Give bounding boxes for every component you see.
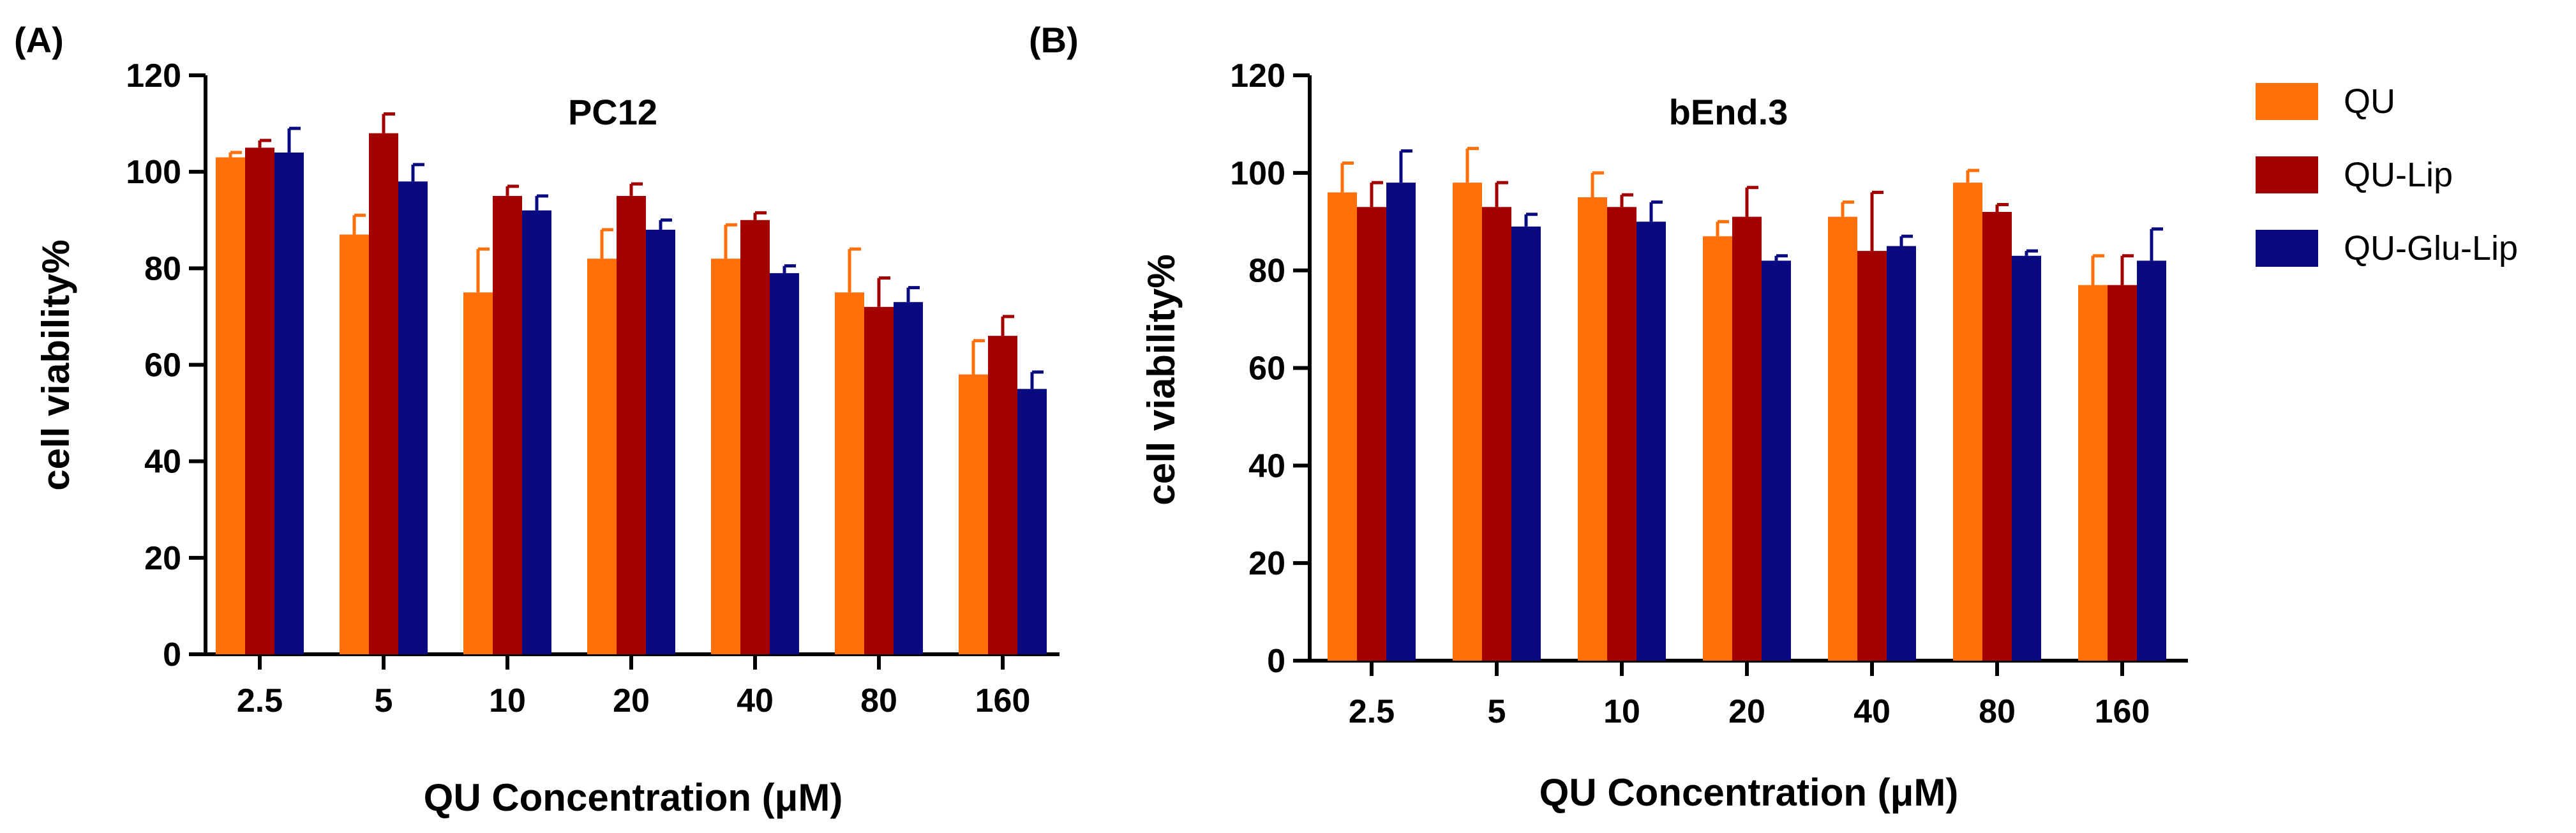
chart-b-x-axis-label: QU Concentration (μM)	[1539, 771, 1959, 814]
chart-a-bars	[216, 112, 1047, 655]
bar-qu-glu-lip-80	[2012, 255, 2041, 661]
legend-label: QU-Glu-Lip	[2344, 229, 2518, 267]
legend-swatch-qu	[2256, 83, 2318, 120]
legend-swatch-qu-glu-lip	[2256, 230, 2318, 267]
bar-qu-5	[340, 234, 369, 654]
bar-qu-160	[2078, 285, 2108, 661]
x-tick-label: 10	[1603, 693, 1640, 730]
x-tick-label: 40	[737, 682, 774, 719]
x-tick-label: 80	[860, 682, 897, 719]
bar-qu-glu-lip-5	[398, 181, 428, 654]
chart-a-y-ticks: 0 20 40 60 80 100 120	[126, 57, 206, 673]
x-tick-label: 10	[489, 682, 526, 719]
bar-qu-lip-20	[617, 195, 646, 654]
bar-qu-lip-2_5	[245, 147, 274, 654]
bar-qu-2_5	[216, 157, 245, 654]
bar-qu-lip-80	[864, 306, 894, 654]
y-tick-label: 120	[126, 57, 181, 94]
bar-qu-glu-lip-160	[1017, 389, 1047, 654]
x-tick-label: 40	[1853, 693, 1891, 730]
x-tick-label: 20	[1728, 693, 1765, 730]
y-tick-label: 80	[144, 250, 181, 287]
chart-legend: QU QU-Lip QU-Glu-Lip	[2256, 82, 2518, 267]
bar-qu-glu-lip-40	[770, 273, 799, 654]
bar-qu-lip-5	[1482, 207, 1511, 661]
y-tick-label: 0	[163, 636, 181, 673]
y-tick-label: 120	[1230, 57, 1285, 94]
x-tick-label: 2.5	[237, 682, 283, 719]
bar-qu-glu-lip-10	[1636, 221, 1666, 661]
x-tick-label: 80	[1979, 693, 2016, 730]
y-tick-label: 0	[1267, 643, 1285, 680]
bar-qu-glu-lip-10	[522, 210, 551, 655]
chart-a-x-ticks: 2.5 5 10 20 40 80 160	[237, 654, 1031, 719]
legend-label: QU	[2344, 82, 2395, 121]
y-tick-label: 60	[1248, 350, 1285, 387]
x-tick-label: 5	[1488, 693, 1506, 730]
bar-qu-10	[463, 292, 493, 654]
bar-qu-20	[1703, 236, 1732, 661]
bar-qu-10	[1578, 197, 1607, 661]
x-tick-label: 160	[975, 682, 1031, 719]
y-tick-label: 80	[1248, 253, 1285, 290]
chart-panel-b: (B) bEnd.3 0 20 40 60 80 100 120 2.5 5 10 20 40 80 1…	[1029, 20, 2188, 814]
y-tick-label: 20	[144, 540, 181, 577]
x-tick-label: 160	[2095, 693, 2150, 730]
bar-qu-lip-160	[2108, 285, 2137, 661]
bar-qu-lip-10	[1607, 207, 1636, 661]
bar-qu-160	[959, 374, 988, 654]
panel-label-b: (B)	[1029, 20, 1079, 60]
bar-qu-lip-5	[369, 133, 398, 654]
chart-a-y-axis: 0 20 40 60 80 100 120	[126, 57, 207, 673]
bar-qu-40	[711, 259, 740, 654]
y-tick-label: 40	[1248, 447, 1285, 484]
bar-qu-lip-20	[1732, 216, 1762, 661]
bar-qu-80	[835, 292, 864, 654]
y-tick-label: 40	[144, 444, 181, 481]
y-tick-label: 60	[144, 347, 181, 384]
bar-qu-glu-lip-2_5	[274, 152, 304, 654]
bar-qu-glu-lip-20	[646, 229, 675, 654]
chart-title-a: PC12	[568, 92, 657, 132]
bar-qu-40	[1828, 216, 1857, 661]
legend-swatch-qu-lip	[2256, 156, 2318, 193]
bar-qu-lip-40	[1857, 251, 1887, 661]
chart-b-y-axis: 0 20 40 60 80 100 120	[1230, 57, 1312, 680]
chart-title-b: bEnd.3	[1669, 92, 1788, 132]
chart-a-x-axis: 2.5 5 10 20 40 80 160	[204, 652, 1060, 719]
x-tick-label: 2.5	[1349, 693, 1395, 730]
y-tick-label: 20	[1248, 545, 1285, 582]
x-tick-label: 5	[375, 682, 393, 719]
legend-label: QU-Lip	[2344, 156, 2453, 194]
chart-panel-a: (A) PC12 0 20 40 60 80 100 120 2.5 5 10 20 40 80 160…	[14, 20, 1060, 819]
bar-qu-lip-160	[988, 336, 1017, 654]
y-tick-label: 100	[1230, 155, 1285, 192]
chart-b-x-ticks: 2.5 5 10 20 40 80 160	[1349, 661, 2150, 730]
panel-label-a: (A)	[14, 20, 64, 60]
chart-a-y-axis-label: cell viability%	[34, 239, 77, 491]
bar-qu-glu-lip-5	[1511, 226, 1541, 661]
bar-qu-glu-lip-20	[1762, 260, 1791, 661]
chart-b-y-axis-label: cell viability%	[1140, 254, 1183, 506]
bar-qu-lip-80	[1982, 211, 2012, 661]
bar-qu-glu-lip-80	[894, 302, 923, 654]
chart-b-y-ticks: 0 20 40 60 80 100 120	[1230, 57, 1310, 680]
bar-qu-glu-lip-2_5	[1386, 183, 1416, 661]
chart-a-x-axis-label: QU Concentration (μM)	[424, 776, 843, 819]
x-tick-label: 20	[613, 682, 650, 719]
bar-qu-5	[1453, 183, 1482, 661]
bar-qu-lip-40	[740, 220, 770, 654]
bar-qu-lip-10	[493, 195, 522, 654]
chart-b-x-axis: 2.5 5 10 20 40 80 160	[1308, 659, 2188, 730]
bar-qu-2_5	[1328, 192, 1357, 661]
y-tick-label: 100	[126, 154, 181, 191]
bar-qu-glu-lip-160	[2137, 260, 2166, 661]
chart-b-bars	[1328, 147, 2166, 661]
bar-qu-20	[587, 259, 617, 654]
bar-qu-80	[1953, 183, 1982, 661]
bar-qu-glu-lip-40	[1887, 246, 1916, 661]
bar-qu-lip-2_5	[1357, 207, 1386, 661]
